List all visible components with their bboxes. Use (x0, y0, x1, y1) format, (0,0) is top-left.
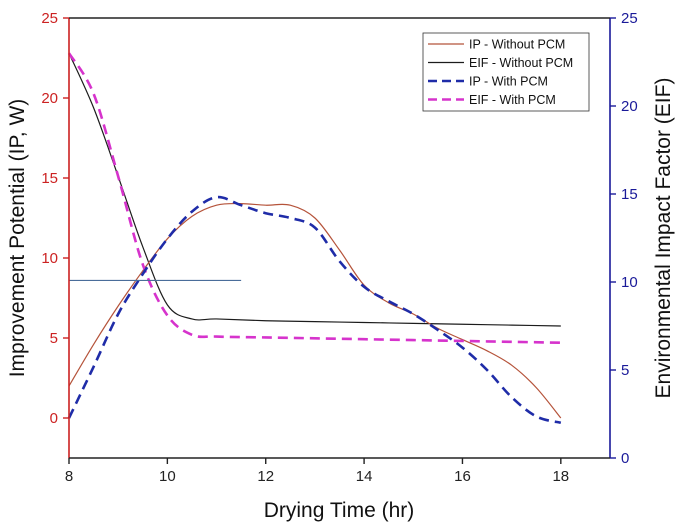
legend: IP - Without PCM EIF - Without PCM IP - Wi… (422, 32, 590, 112)
x-tick-label: 18 (552, 468, 569, 485)
y-axis-left-title: Improvement Potential (IP, W) (6, 99, 29, 378)
y-left-tick-label: 25 (41, 10, 58, 27)
series-layer (67, 52, 562, 425)
y-left-tick-label: 20 (41, 90, 58, 107)
y-right-tick-label: 25 (621, 10, 638, 27)
legend-label: EIF - With PCM (469, 93, 556, 107)
y-right-tick-label: 10 (621, 274, 638, 291)
x-tick-label: 14 (356, 468, 373, 485)
y-axis-right-title: Environmental Impact Factor (EIF) (652, 78, 675, 399)
legend-box (422, 32, 590, 112)
x-tick-label: 10 (159, 468, 176, 485)
x-tick-label: 12 (257, 468, 274, 485)
y-right-tick-label: 15 (621, 186, 638, 203)
y-left-tick-label: 0 (50, 410, 58, 427)
y-right-tick-label: 0 (621, 450, 629, 467)
series-line-eif-with-pcm (67, 52, 561, 345)
legend-label: IP - With PCM (469, 75, 548, 89)
legend-items: IP - Without PCM EIF - Without PCM IP - Wi… (428, 38, 573, 107)
y-right-tick-label: 5 (621, 362, 629, 379)
x-axis-title: Drying Time (hr) (264, 499, 415, 522)
x-tick-label: 8 (65, 468, 73, 485)
legend-label: EIF - Without PCM (469, 56, 573, 70)
legend-label: IP - Without PCM (469, 38, 565, 52)
y-left-tick-label: 10 (41, 250, 58, 267)
y-left-tick-label: 5 (50, 330, 58, 347)
x-tick-label: 16 (454, 468, 471, 485)
series-line-ip-with-pcm (67, 195, 562, 425)
y-right-tick-label: 20 (621, 98, 638, 115)
y-left-tick-label: 15 (41, 170, 58, 187)
tick-layer: 8 10 12 14 16 18 0 5 10 15 20 25 0 5 10 15 20 25 (41, 10, 637, 485)
